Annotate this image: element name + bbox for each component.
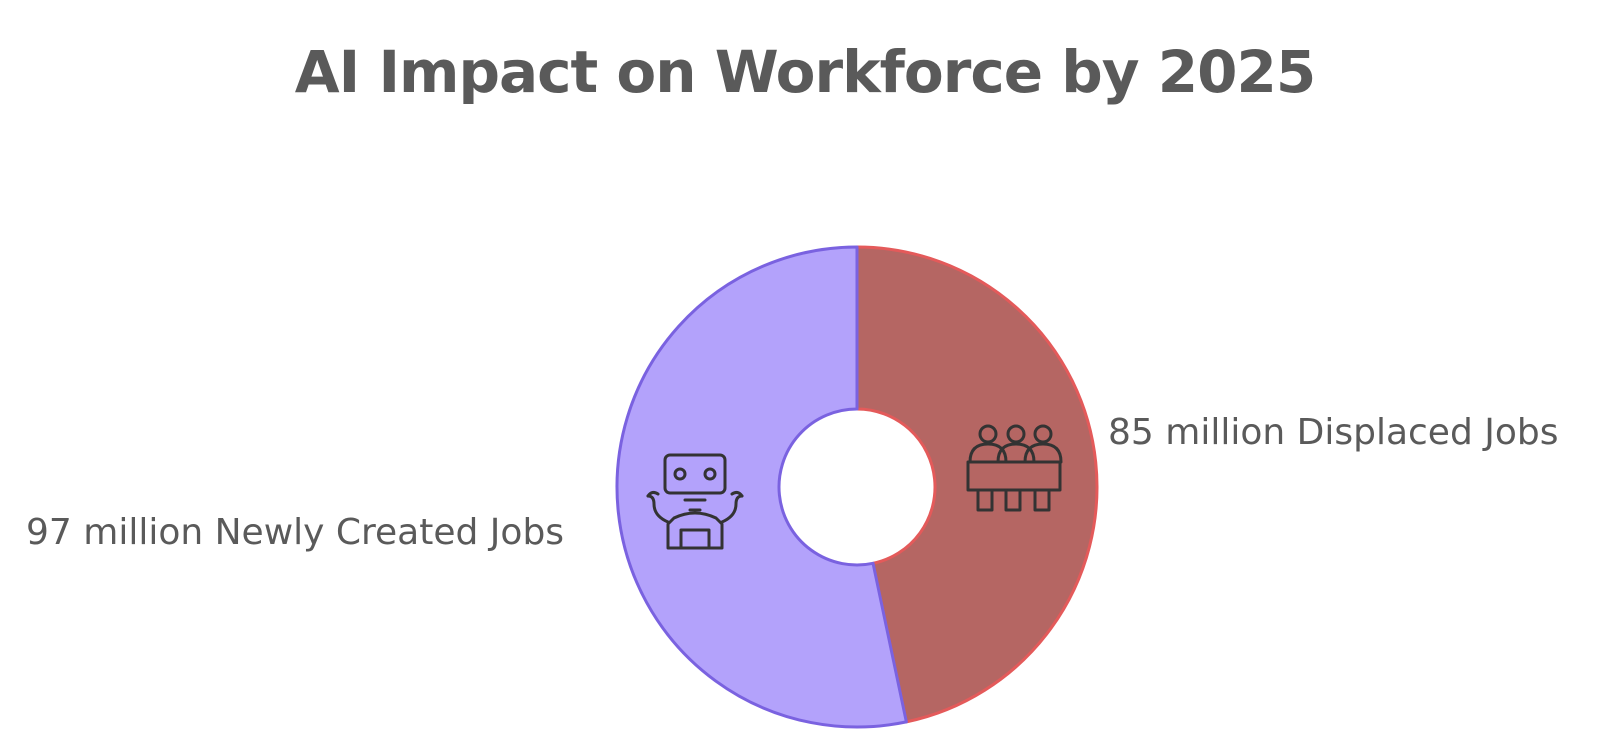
chart-title: AI Impact on Workforce by 2025 (294, 38, 1316, 106)
people-group-icon (966, 424, 1063, 512)
slice-label-newly-created-jobs: 97 million Newly Created Jobs (26, 512, 565, 553)
robot-icon (646, 453, 744, 550)
slice-85-million-displaced-jobs (855, 245, 1099, 724)
slice-label-displaced-jobs: 85 million Displaced Jobs (1108, 412, 1559, 453)
slice-97-million-newly-created-jobs (615, 245, 908, 729)
